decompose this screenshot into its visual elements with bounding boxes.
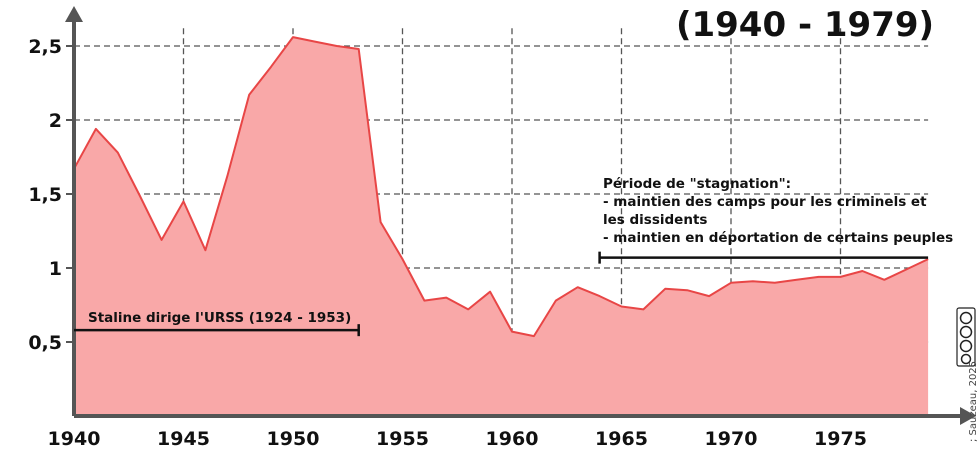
chart-title: (1940 - 1979) <box>676 5 934 45</box>
x-tick-label-3: 1955 <box>376 428 429 450</box>
axes <box>65 6 976 425</box>
stagnation-annotation-line-0: Période de "stagnation": <box>603 176 791 192</box>
y-tick-label-4: 2,5 <box>28 36 62 58</box>
stagnation-annotation-line-3: - maintien en déportation de certains pe… <box>603 230 953 246</box>
cc-license-badge <box>956 307 976 367</box>
y-axis-arrow <box>65 6 83 22</box>
x-tick-label-6: 1970 <box>705 428 758 450</box>
staline-annotation: Staline dirige l'URSS (1924 - 1953) <box>88 310 351 326</box>
stagnation-annotation-line-1: - maintien des camps pour les criminels … <box>603 194 927 210</box>
y-tick-label-2: 1,5 <box>28 184 62 206</box>
y-tick-label-3: 2 <box>49 110 62 132</box>
x-axis-arrow <box>960 407 976 425</box>
tick-labels: 0,5 1 1,5 2 2,5 1940 1945 1950 1955 1960 1965 1970 1… <box>28 36 867 450</box>
x-tick-label-5: 1965 <box>595 428 648 450</box>
y-tick-label-1: 1 <box>49 258 62 280</box>
annotations: Staline dirige l'URSS (1924 - 1953) Pério… <box>74 176 953 337</box>
x-tick-label-0: 1940 <box>48 428 101 450</box>
x-tick-label-1: 1945 <box>157 428 210 450</box>
series-area <box>74 37 929 416</box>
series-line <box>73 36 929 338</box>
x-tick-label-7: 1975 <box>814 428 867 450</box>
stagnation-annotation-line-2: les dissidents <box>603 212 707 228</box>
x-tick-label-4: 1960 <box>486 428 539 450</box>
credit-text: ; Sauzeau, 2025 <box>968 361 979 442</box>
x-tick-label-2: 1950 <box>267 428 320 450</box>
y-tick-label-0: 0,5 <box>28 332 62 354</box>
